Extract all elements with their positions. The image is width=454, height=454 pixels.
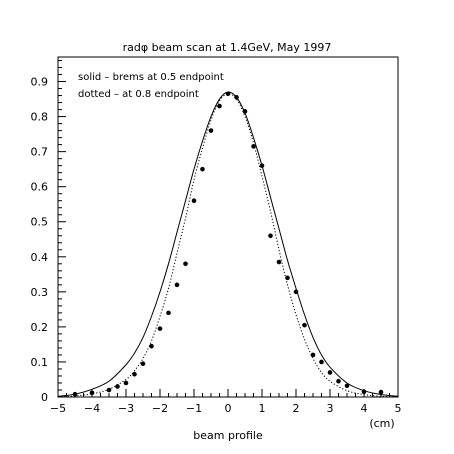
dotted-curve (57, 93, 399, 398)
y-tick-labels: 0 0.1 0.2 0.3 0.4 0.5 0.6 0.7 0.8 0.9 (31, 76, 49, 404)
data-point (225, 91, 231, 97)
y-tick-label: 0.3 (31, 286, 49, 299)
data-point (191, 198, 197, 204)
data-point (123, 380, 129, 386)
data-point (234, 95, 239, 100)
y-tick-label: 0.8 (31, 111, 49, 124)
x-tick-label: −1 (186, 402, 202, 415)
data-point (268, 233, 273, 239)
data-point (242, 109, 248, 114)
data-point (217, 103, 222, 109)
data-point (115, 384, 120, 389)
legend-annotations: solid – brems at 0.5 endpoint dotted – a… (78, 72, 224, 100)
data-point (132, 371, 137, 377)
data-point (361, 389, 367, 395)
x-tick-label: −5 (50, 402, 66, 415)
x-tick-labels: −5 −4 −3 −2 −1 0 1 2 3 4 5 (50, 402, 402, 415)
data-point (208, 128, 214, 133)
data-point (89, 390, 95, 396)
data-point (310, 352, 316, 358)
chart-title: radφ beam scan at 1.4GeV, May 1997 (123, 41, 332, 54)
data-point (336, 378, 341, 384)
x-tick-label: −4 (84, 402, 100, 415)
y-tick-label: 0.1 (31, 356, 49, 369)
data-point (149, 343, 154, 349)
data-point (174, 282, 180, 288)
annotation-solid: solid – brems at 0.5 endpoint (78, 72, 224, 83)
data-series (57, 91, 399, 398)
data-point (259, 163, 265, 168)
x-tick-label: 0 (225, 402, 232, 415)
data-point (293, 289, 299, 295)
marker-series (72, 91, 384, 397)
x-tick-label: −2 (152, 402, 168, 415)
data-point (302, 322, 307, 328)
data-point (327, 370, 333, 375)
y-tick-label: 0.6 (31, 181, 49, 194)
y-tick-label: 0.5 (31, 216, 49, 229)
data-point (183, 261, 188, 267)
y-tick-label: 0 (41, 391, 48, 404)
y-tick-label: 0.9 (31, 76, 49, 89)
y-tick-label: 0.2 (31, 321, 49, 334)
data-point (72, 391, 78, 397)
data-point (200, 166, 205, 172)
x-axis-label: beam profile (193, 429, 263, 442)
x-tick-label: 1 (259, 402, 266, 415)
data-point (285, 275, 290, 281)
x-tick-label: 4 (361, 402, 368, 415)
data-point (378, 389, 384, 395)
x-axis-unit: (cm) (369, 417, 394, 430)
data-point (106, 387, 112, 393)
axis-ticks (57, 60, 399, 398)
y-tick-label: 0.4 (31, 251, 49, 264)
data-point (140, 361, 146, 367)
x-tick-label: −3 (118, 402, 134, 415)
data-point (344, 383, 350, 389)
data-point (251, 144, 256, 149)
y-tick-label: 0.7 (31, 146, 49, 159)
x-tick-label: 2 (293, 402, 300, 415)
data-point (166, 310, 171, 316)
data-point (319, 359, 324, 365)
annotation-dotted: dotted – at 0.8 endpoint (78, 89, 199, 100)
x-tick-label: 3 (327, 402, 334, 415)
x-tick-label: 5 (395, 402, 402, 415)
data-point (276, 259, 282, 265)
data-point (157, 326, 163, 331)
